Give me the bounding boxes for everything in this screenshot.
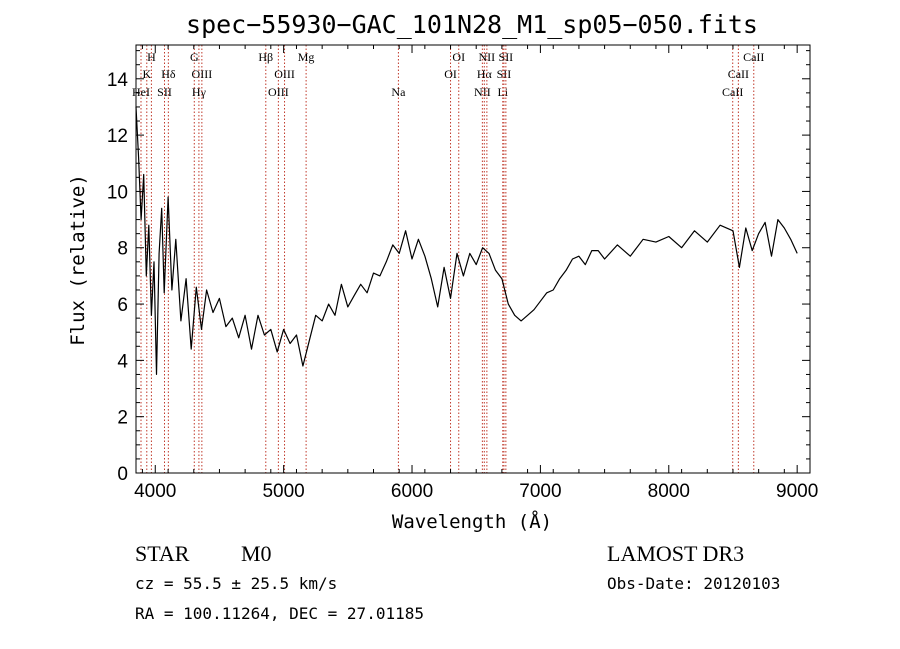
y-tick-label: 10 xyxy=(107,182,128,203)
x-tick-label: 8000 xyxy=(648,481,690,502)
survey-name: LAMOST DR3 xyxy=(607,541,744,566)
line-label: Hα xyxy=(477,67,493,81)
line-label: Li xyxy=(497,85,508,99)
obs-date: Obs-Date: 20120103 xyxy=(607,574,780,593)
spectral-line-markers: HeIKHSIIHδGHγOIIIHβOIIIOIIIMgNaOIOINIIHα… xyxy=(132,45,764,473)
object-subclass: M0 xyxy=(241,541,272,566)
y-tick-label: 14 xyxy=(107,70,129,91)
plot-frame xyxy=(135,44,811,474)
line-label: Hβ xyxy=(258,50,273,64)
line-label: OIII xyxy=(274,67,295,81)
y-tick-label: 4 xyxy=(117,351,128,372)
line-label: OI xyxy=(444,67,457,81)
line-label: HeI xyxy=(132,85,150,99)
line-label: OI xyxy=(452,50,465,64)
y-tick-label: 12 xyxy=(107,126,128,147)
line-label: CaII xyxy=(722,85,743,99)
spectrum-plot xyxy=(135,106,798,375)
line-label: Hγ xyxy=(192,85,207,99)
y-tick-label: 8 xyxy=(117,239,128,260)
redshift-cz: cz = 55.5 ± 25.5 km/s xyxy=(135,574,337,593)
object-class: STAR xyxy=(135,541,190,566)
ra-dec: RA = 100.11264, DEC = 27.01185 xyxy=(135,604,424,623)
line-label: G xyxy=(190,50,199,64)
line-label: NII xyxy=(474,85,491,99)
line-label: CaII xyxy=(743,50,764,64)
line-label: NII xyxy=(479,50,496,64)
line-label: SII xyxy=(499,50,514,64)
line-label: SII xyxy=(157,85,172,99)
y-tick-label: 2 xyxy=(117,408,128,429)
y-tick-label: 6 xyxy=(117,295,128,316)
x-tick-label: 7000 xyxy=(519,481,561,502)
line-label: Hδ xyxy=(161,67,176,81)
line-label: Mg xyxy=(298,50,315,64)
x-tick-label: 6000 xyxy=(391,481,433,502)
line-label: CaII xyxy=(728,67,749,81)
line-label: K xyxy=(142,67,151,81)
x-axis-label: Wavelength (Å) xyxy=(392,510,552,533)
x-tick-label: 4000 xyxy=(134,481,176,502)
spectrum-line xyxy=(135,106,798,375)
y-tick-label: 0 xyxy=(117,464,128,485)
y-axis-label: Flux (relative) xyxy=(67,174,89,346)
x-tick-label: 5000 xyxy=(262,481,304,502)
x-tick-label: 9000 xyxy=(776,481,818,502)
chart-title: spec−55930−GAC_101N28_M1_sp05−050.fits xyxy=(186,10,758,39)
line-label: Na xyxy=(391,85,406,99)
line-label: SII xyxy=(497,67,512,81)
plot-axes: 4000 5000 6000 7000 8000 9000 0 2 4 6 8 10 12 14 xyxy=(107,44,818,502)
line-label: H xyxy=(147,50,156,64)
line-label: OIII xyxy=(192,67,213,81)
line-label: OIII xyxy=(268,85,289,99)
